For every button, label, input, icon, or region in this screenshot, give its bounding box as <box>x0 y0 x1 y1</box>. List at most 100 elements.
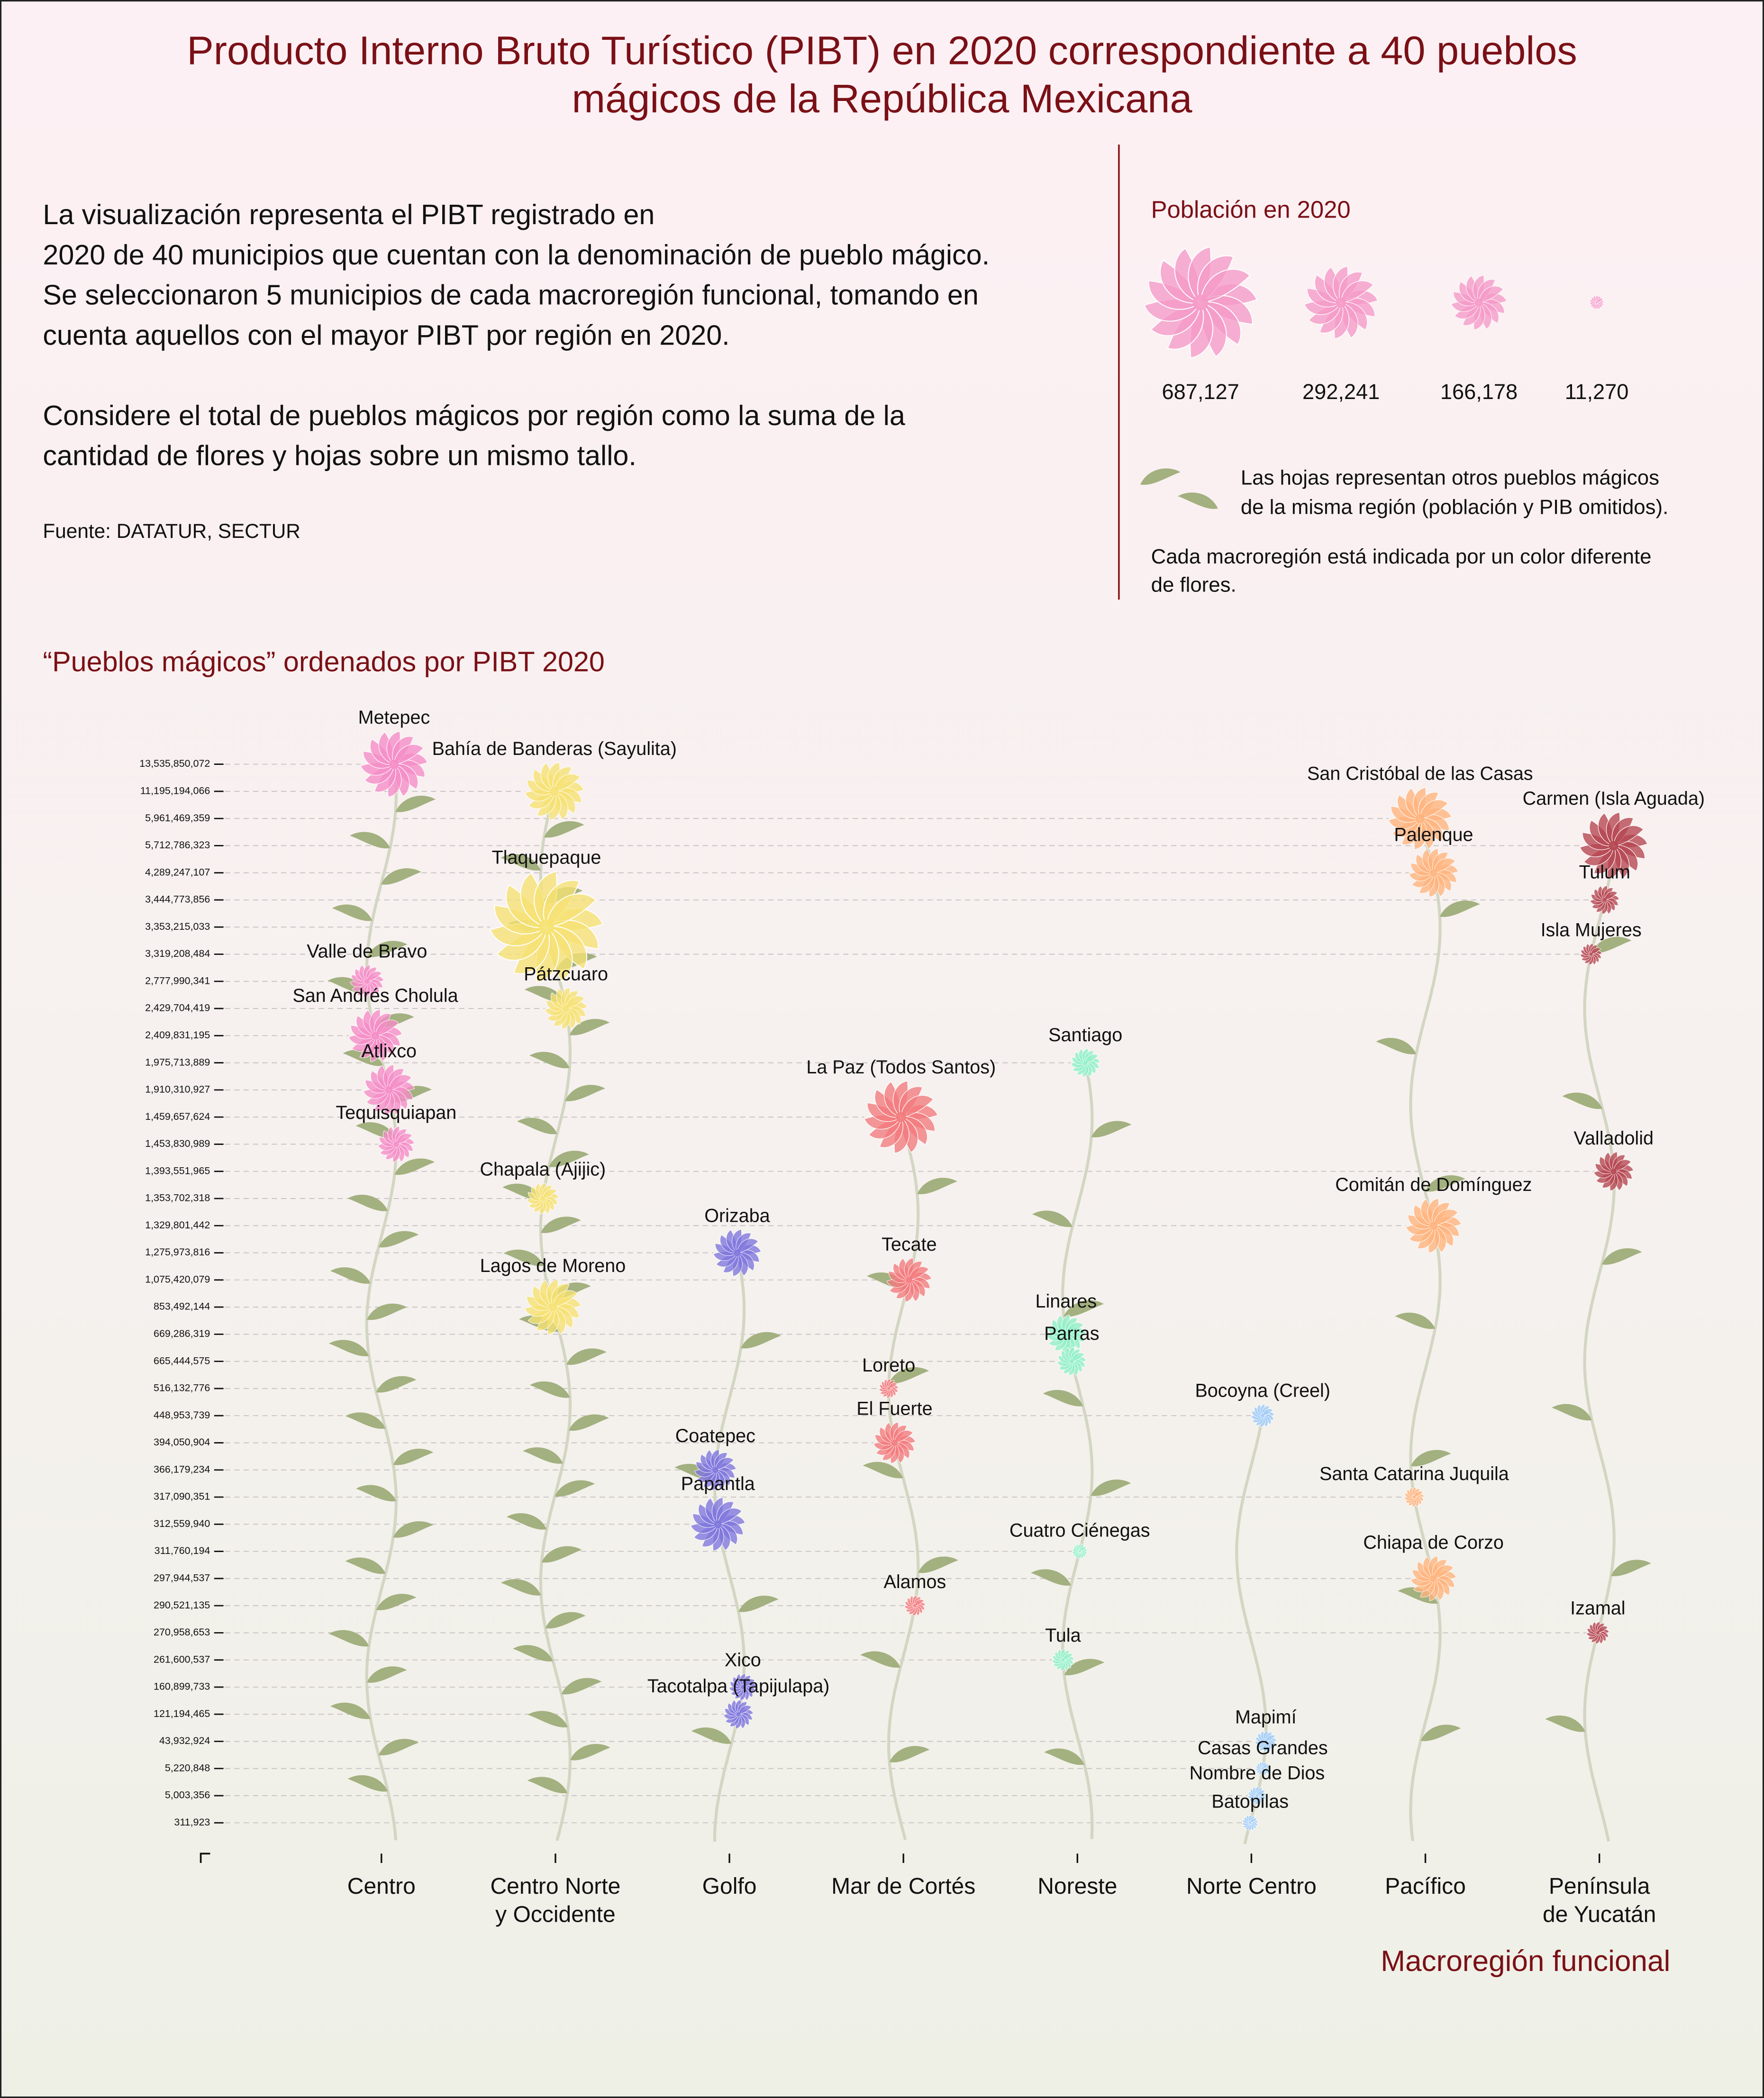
petal <box>1433 858 1456 873</box>
leaf <box>1031 1569 1071 1586</box>
flower-center <box>1430 1575 1437 1582</box>
flower <box>1589 295 1604 310</box>
y-tick-label: 1,910,310,927 <box>145 1084 210 1095</box>
flower-label: Isla Mujeres <box>1541 919 1642 940</box>
flower-center <box>1595 301 1598 304</box>
flower <box>527 1182 559 1215</box>
flower-center <box>1589 953 1593 956</box>
y-tick-label: 2,409,831,195 <box>145 1029 210 1041</box>
legend-note: Las hojas representan otros pueblos mági… <box>1241 466 1659 490</box>
leaf <box>393 1449 434 1465</box>
leaf <box>366 1666 407 1683</box>
flower-center <box>1192 294 1209 310</box>
leaves <box>1031 1121 1132 1765</box>
x-tick-frame: Pacífico <box>1385 1874 1466 1899</box>
x-tick-label: Centro Norte y Occidente <box>490 1873 621 1927</box>
leaf <box>1064 1300 1104 1317</box>
y-tick-label: 43,932,924 <box>159 1735 210 1746</box>
flower-center <box>1061 1658 1065 1662</box>
x-tick-label: Noreste <box>1037 1873 1118 1899</box>
leaf <box>501 1579 541 1596</box>
y-tick-label: 5,961,469,359 <box>145 812 210 824</box>
y-tick-label: 1,353,702,318 <box>145 1192 210 1204</box>
leaf <box>1562 1092 1603 1109</box>
petal <box>894 1430 913 1443</box>
y-tick-label: 366,179,234 <box>154 1463 210 1475</box>
leaf <box>328 1630 369 1647</box>
petal <box>1256 1789 1266 1796</box>
flower-center <box>736 1712 741 1717</box>
leaf <box>860 1651 900 1668</box>
leaf <box>376 1376 417 1393</box>
flower-center <box>906 1277 912 1283</box>
flower-center <box>734 1249 741 1256</box>
leaf <box>330 1267 371 1284</box>
flower <box>723 1699 754 1729</box>
flower-center <box>913 1604 917 1608</box>
y-tick-label: 13,535,850,072 <box>139 758 210 769</box>
leaf <box>503 1249 544 1266</box>
flower-center <box>1264 1740 1268 1743</box>
leaf <box>1439 900 1480 917</box>
flower <box>690 1497 746 1552</box>
flower-center <box>372 1032 379 1040</box>
flower-label: Papantla <box>681 1473 755 1494</box>
flower <box>1451 275 1507 330</box>
flower-center <box>385 1086 393 1094</box>
y-tick-label: 270,958,653 <box>154 1626 210 1638</box>
y-tick-label: 297,944,537 <box>154 1572 210 1584</box>
leaf <box>1395 1312 1436 1329</box>
leaf <box>863 1462 903 1479</box>
petal <box>909 1266 929 1281</box>
flower-label: Linares <box>1036 1291 1097 1312</box>
stem <box>887 1117 920 1840</box>
flower <box>525 762 584 821</box>
y-tick-label: 516,132,776 <box>154 1382 210 1394</box>
petal <box>715 1457 734 1471</box>
flower-label: Parras <box>1044 1323 1099 1344</box>
leaf <box>366 1303 407 1320</box>
petal <box>1262 1408 1273 1416</box>
flower-center <box>550 787 559 796</box>
y-tick-label: 665,444,575 <box>154 1355 210 1366</box>
flower-center <box>393 1142 399 1147</box>
leaf <box>328 1340 369 1356</box>
flower-center <box>1602 898 1607 902</box>
legend-note: Cada macroregión está indicada por un co… <box>1151 545 1652 568</box>
flower-center <box>1255 1794 1259 1797</box>
petal <box>1063 1653 1073 1661</box>
flower-center <box>1063 1331 1069 1337</box>
flower <box>1586 1621 1609 1644</box>
flower <box>348 1009 402 1063</box>
chart-title: mágicos de la República Mexicana <box>572 76 1193 121</box>
x-tick-frame: Golfo <box>702 1874 757 1899</box>
flower <box>873 1422 916 1464</box>
x-tick-frame: Península de Yucatán <box>1543 1874 1656 1927</box>
leaf <box>347 1195 388 1211</box>
leaf <box>330 1702 371 1719</box>
flower-center <box>741 1685 745 1689</box>
stem <box>365 764 398 1841</box>
leaf <box>1410 1450 1451 1467</box>
flower-center <box>1610 1168 1617 1174</box>
x-tick-frame: Noreste <box>1037 1873 1118 1899</box>
flower-center <box>1412 1496 1416 1499</box>
y-tick-label: 2,429,704,419 <box>145 1002 210 1014</box>
leaf <box>527 1711 568 1727</box>
leaf <box>1545 1715 1585 1732</box>
leaf <box>568 1414 609 1431</box>
flower-label: Tecate <box>882 1234 937 1255</box>
leaf <box>1611 1560 1651 1576</box>
leaf <box>570 1744 610 1761</box>
flower-center <box>389 759 399 769</box>
description-line: Considere el total de pueblos mágicos po… <box>43 400 905 431</box>
flower-label: Lagos de Moreno <box>480 1255 626 1276</box>
y-tick-label: 261,600,537 <box>154 1653 210 1665</box>
stem <box>1583 845 1616 1842</box>
legend-size-label: 11,270 <box>1565 380 1629 404</box>
flower-label: San Andrés Cholula <box>292 985 458 1006</box>
flower-label: Palenque <box>1394 825 1473 845</box>
leaf <box>517 1117 557 1135</box>
y-tick-label: 3,319,208,484 <box>145 948 210 959</box>
flower-label: Atlixco <box>362 1041 417 1062</box>
